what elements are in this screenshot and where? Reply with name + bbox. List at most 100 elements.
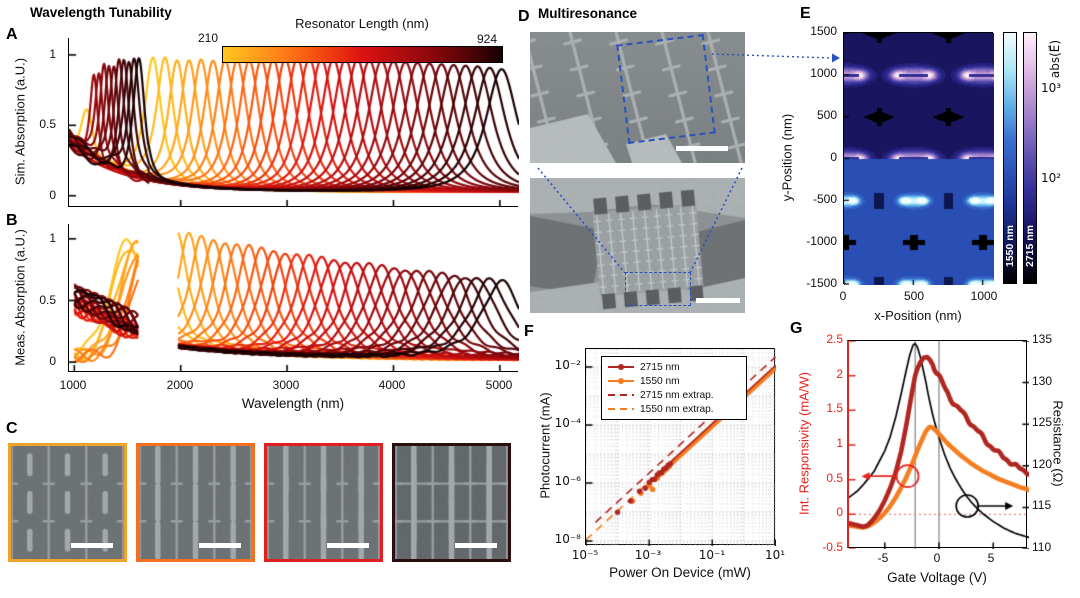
colorbar-scale-tick: 10³ [1041, 81, 1062, 95]
y-tick-label: 1000 [810, 66, 837, 80]
y-tick-label-right: 115 [1032, 498, 1052, 512]
sem-image-multiresonance-closeup [530, 32, 745, 163]
scale-bar [696, 298, 740, 303]
scale-bar [71, 543, 113, 548]
panel-label-d: D [518, 8, 530, 25]
sem-micrograph [530, 32, 745, 163]
arrowhead-icon [832, 53, 840, 63]
y-tick-label-left: -0.5 [822, 540, 843, 554]
legend-item-1550: 1550 nm [607, 374, 741, 388]
colorbar-label-1550: 1550 nm [1004, 224, 1016, 268]
panel-g-right-y-axis-label: Resistance (Ω) [1050, 400, 1066, 487]
sim-absorption-plot [68, 38, 519, 207]
x-tick-label: 2000 [166, 378, 194, 392]
panel-label-f: F [524, 323, 534, 340]
x-tick-label: 0 [933, 551, 941, 565]
sem-micrograph [139, 446, 252, 559]
y-tick-label: 10⁻⁸ [554, 532, 581, 546]
y-tick-label-left: 2 [836, 367, 843, 381]
y-tick-label-left: 2.5 [826, 332, 843, 346]
legend-label: 1550 nm [640, 375, 680, 387]
arrow-to-panel-e [711, 53, 833, 59]
x-tick-label: 500 [903, 289, 925, 303]
zoom-region-outline [625, 272, 691, 306]
y-tick-label-left: 0 [836, 505, 843, 519]
scale-bar [199, 543, 241, 548]
colorbar-scale-tick: 10² [1041, 171, 1062, 185]
colorbar-axis-label-abs-e: abs(E⃗) [1048, 39, 1062, 79]
legend-label: 1550 nm extrap. [640, 403, 714, 415]
responsivity-resistance-plot [847, 340, 1029, 549]
y-tick-label: 500 [816, 108, 837, 122]
y-tick-label-right: 110 [1032, 540, 1052, 554]
x-tick-label: 5000 [485, 378, 513, 392]
legend-sample-dashed [608, 408, 634, 410]
colorbar-2715nm [1023, 32, 1037, 284]
panel-f-x-axis-label: Power On Device (mW) [609, 565, 751, 580]
sem-micrograph [530, 178, 745, 313]
y-tick-label-right: 130 [1032, 374, 1053, 388]
scale-bar [327, 543, 369, 548]
sem-micrograph [11, 446, 124, 559]
x-tick-label: 10⁻³ [634, 548, 662, 562]
x-tick-label: 10⁻¹ [698, 548, 726, 562]
x-tick-label: 10¹ [764, 548, 786, 562]
y-tick-label-right: 135 [1032, 332, 1053, 346]
sem-image-resonator-short [136, 443, 255, 562]
y-tick-label-left: 1 [836, 436, 843, 450]
y-tick-label: 1500 [810, 24, 837, 38]
scale-bar [676, 146, 728, 151]
panel-label-a: A [6, 26, 18, 43]
legend-label: 2715 nm [640, 361, 680, 373]
panel-e-x-axis-label: x-Position (nm) [874, 308, 962, 323]
x-tick-label: 1000 [970, 289, 998, 303]
panel-label-g: G [790, 320, 803, 337]
panel-b-x-axis-label: Wavelength (nm) [241, 396, 345, 411]
responsivity-resistance-chart [849, 341, 1029, 549]
legend-label: 2715 nm extrap. [640, 389, 714, 401]
y-tick-label: 10⁻⁶ [554, 474, 581, 488]
y-tick-label: 0.5 [39, 293, 56, 307]
y-tick-label: -1500 [806, 276, 837, 290]
sim-absorption-chart [69, 38, 519, 207]
colorbar-max-label: 924 [477, 32, 498, 46]
legend-item-1550-extrap: 1550 nm extrap. [607, 402, 741, 416]
y-tick-label-right: 120 [1032, 457, 1053, 471]
sem-micrograph [395, 446, 508, 559]
panel-label-b: B [6, 212, 18, 229]
abs-e-field-heatmap [844, 33, 994, 285]
y-tick-label-right: 125 [1032, 415, 1053, 429]
sem-image-multiresonance-device [530, 178, 745, 313]
y-tick-label: 1 [49, 231, 56, 245]
legend-sample-solid-dot [608, 378, 634, 384]
legend-item-2715-extrap: 2715 nm extrap. [607, 388, 741, 402]
zoom-leader-lines [537, 53, 840, 274]
y-tick-label: 0 [830, 150, 837, 164]
panel-f-y-axis-label: Photocurrent (mA) [537, 392, 553, 499]
colorbar-min-label: 210 [197, 31, 218, 45]
y-tick-label-left: 0.5 [826, 471, 843, 485]
sem-image-resonator-210nm [8, 443, 127, 562]
colorbar-1550nm [1003, 32, 1017, 284]
y-tick-label: 0.5 [39, 117, 56, 131]
panel-e-y-axis-label: y-Position (nm) [779, 113, 795, 202]
legend: 2715 nm 1550 nm 2715 nm extrap. 1550 nm … [601, 356, 747, 420]
resonator-length-colorbar [222, 46, 503, 63]
x-tick-label: 10⁻⁵ [571, 548, 599, 562]
panel-g-left-y-axis-label: Int. Responsivity (mA/W) [796, 371, 812, 516]
y-tick-label: -1000 [806, 234, 837, 248]
y-tick-label: 10⁻⁴ [554, 416, 581, 430]
meas-absorption-plot [68, 224, 519, 372]
colorbar-title: Resonator Length (nm) [295, 16, 429, 31]
x-tick-label: 3000 [272, 378, 300, 392]
y-tick-label-left: 1.5 [826, 401, 843, 415]
field-map-plot [843, 32, 994, 285]
x-tick-label: 4000 [378, 378, 406, 392]
legend-item-2715: 2715 nm [607, 360, 741, 374]
panel-label-c: C [6, 420, 18, 437]
sem-micrograph [267, 446, 380, 559]
sem-image-resonator-924nm [392, 443, 511, 562]
y-tick-label: 10⁻² [554, 358, 581, 372]
x-tick-label: -5 [877, 551, 889, 565]
